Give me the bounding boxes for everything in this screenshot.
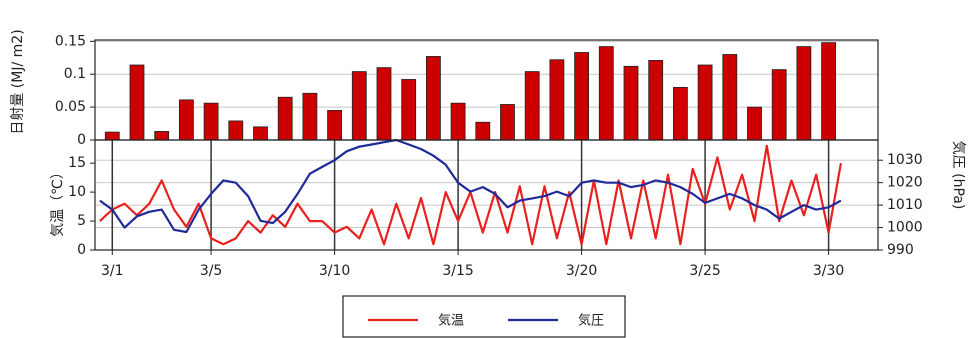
x-tick-label: 3/30 [813, 263, 844, 279]
bar [821, 42, 836, 141]
bar [104, 131, 120, 141]
bar [796, 46, 812, 141]
bar [672, 86, 688, 141]
bar [178, 99, 194, 141]
x-tick-label: 3/25 [689, 263, 720, 279]
bar [129, 64, 145, 141]
y-tick-label: 0.05 [55, 99, 86, 115]
bar [771, 69, 787, 141]
bar [697, 64, 713, 141]
y-tick-label: 0.15 [55, 33, 86, 49]
legend-label: 気温 [438, 313, 464, 329]
bar [475, 121, 491, 141]
x-tick-label: 3/1 [101, 263, 124, 279]
y-tick-label: 0 [77, 242, 86, 258]
y-axis-label: 気温（℃） [50, 165, 66, 237]
bar [203, 102, 219, 141]
bar [302, 92, 318, 141]
y-tick-label: 5 [77, 213, 86, 229]
bar [327, 109, 342, 141]
bar [351, 71, 367, 141]
bar [277, 96, 293, 141]
y2-tick-label: 990 [887, 242, 914, 258]
y-tick-label: 10 [68, 184, 86, 200]
y2-tick-label: 1000 [887, 220, 923, 236]
series-line [99, 138, 842, 234]
legend: 気温 気圧 [342, 295, 626, 338]
x-tick-label: 3/20 [566, 263, 597, 279]
bar [154, 131, 170, 141]
y-tick-label: 15 [68, 155, 86, 171]
bar [574, 52, 589, 141]
bar [425, 56, 441, 141]
bar [500, 104, 515, 141]
y-tick-label: 0.1 [64, 66, 86, 82]
y2-tick-label: 1030 [887, 152, 923, 168]
x-tick-label: 3/15 [442, 263, 473, 279]
legend-label: 気圧 [578, 313, 604, 329]
plot-frame [94, 139, 879, 251]
y2-tick-label: 1020 [887, 175, 923, 191]
bar [623, 65, 639, 141]
x-tick-label: 3/10 [319, 263, 350, 279]
bar [549, 59, 565, 141]
bar [722, 54, 738, 141]
y2-axis-label: 気圧 (hPa) [950, 141, 966, 210]
legend-box [342, 295, 626, 338]
y-axis-label: 日射量 (MJ/ m2) [10, 29, 26, 134]
bar [401, 79, 417, 141]
bar [228, 120, 244, 141]
bar [747, 106, 762, 141]
bar [253, 126, 268, 141]
y-tick-label: 0 [77, 132, 86, 148]
x-tick-label: 3/5 [200, 263, 223, 279]
y2-tick-label: 1010 [887, 197, 923, 213]
bar [648, 59, 664, 141]
bar [524, 71, 540, 141]
bar [598, 46, 614, 141]
bar [376, 67, 392, 141]
bar [450, 102, 466, 141]
